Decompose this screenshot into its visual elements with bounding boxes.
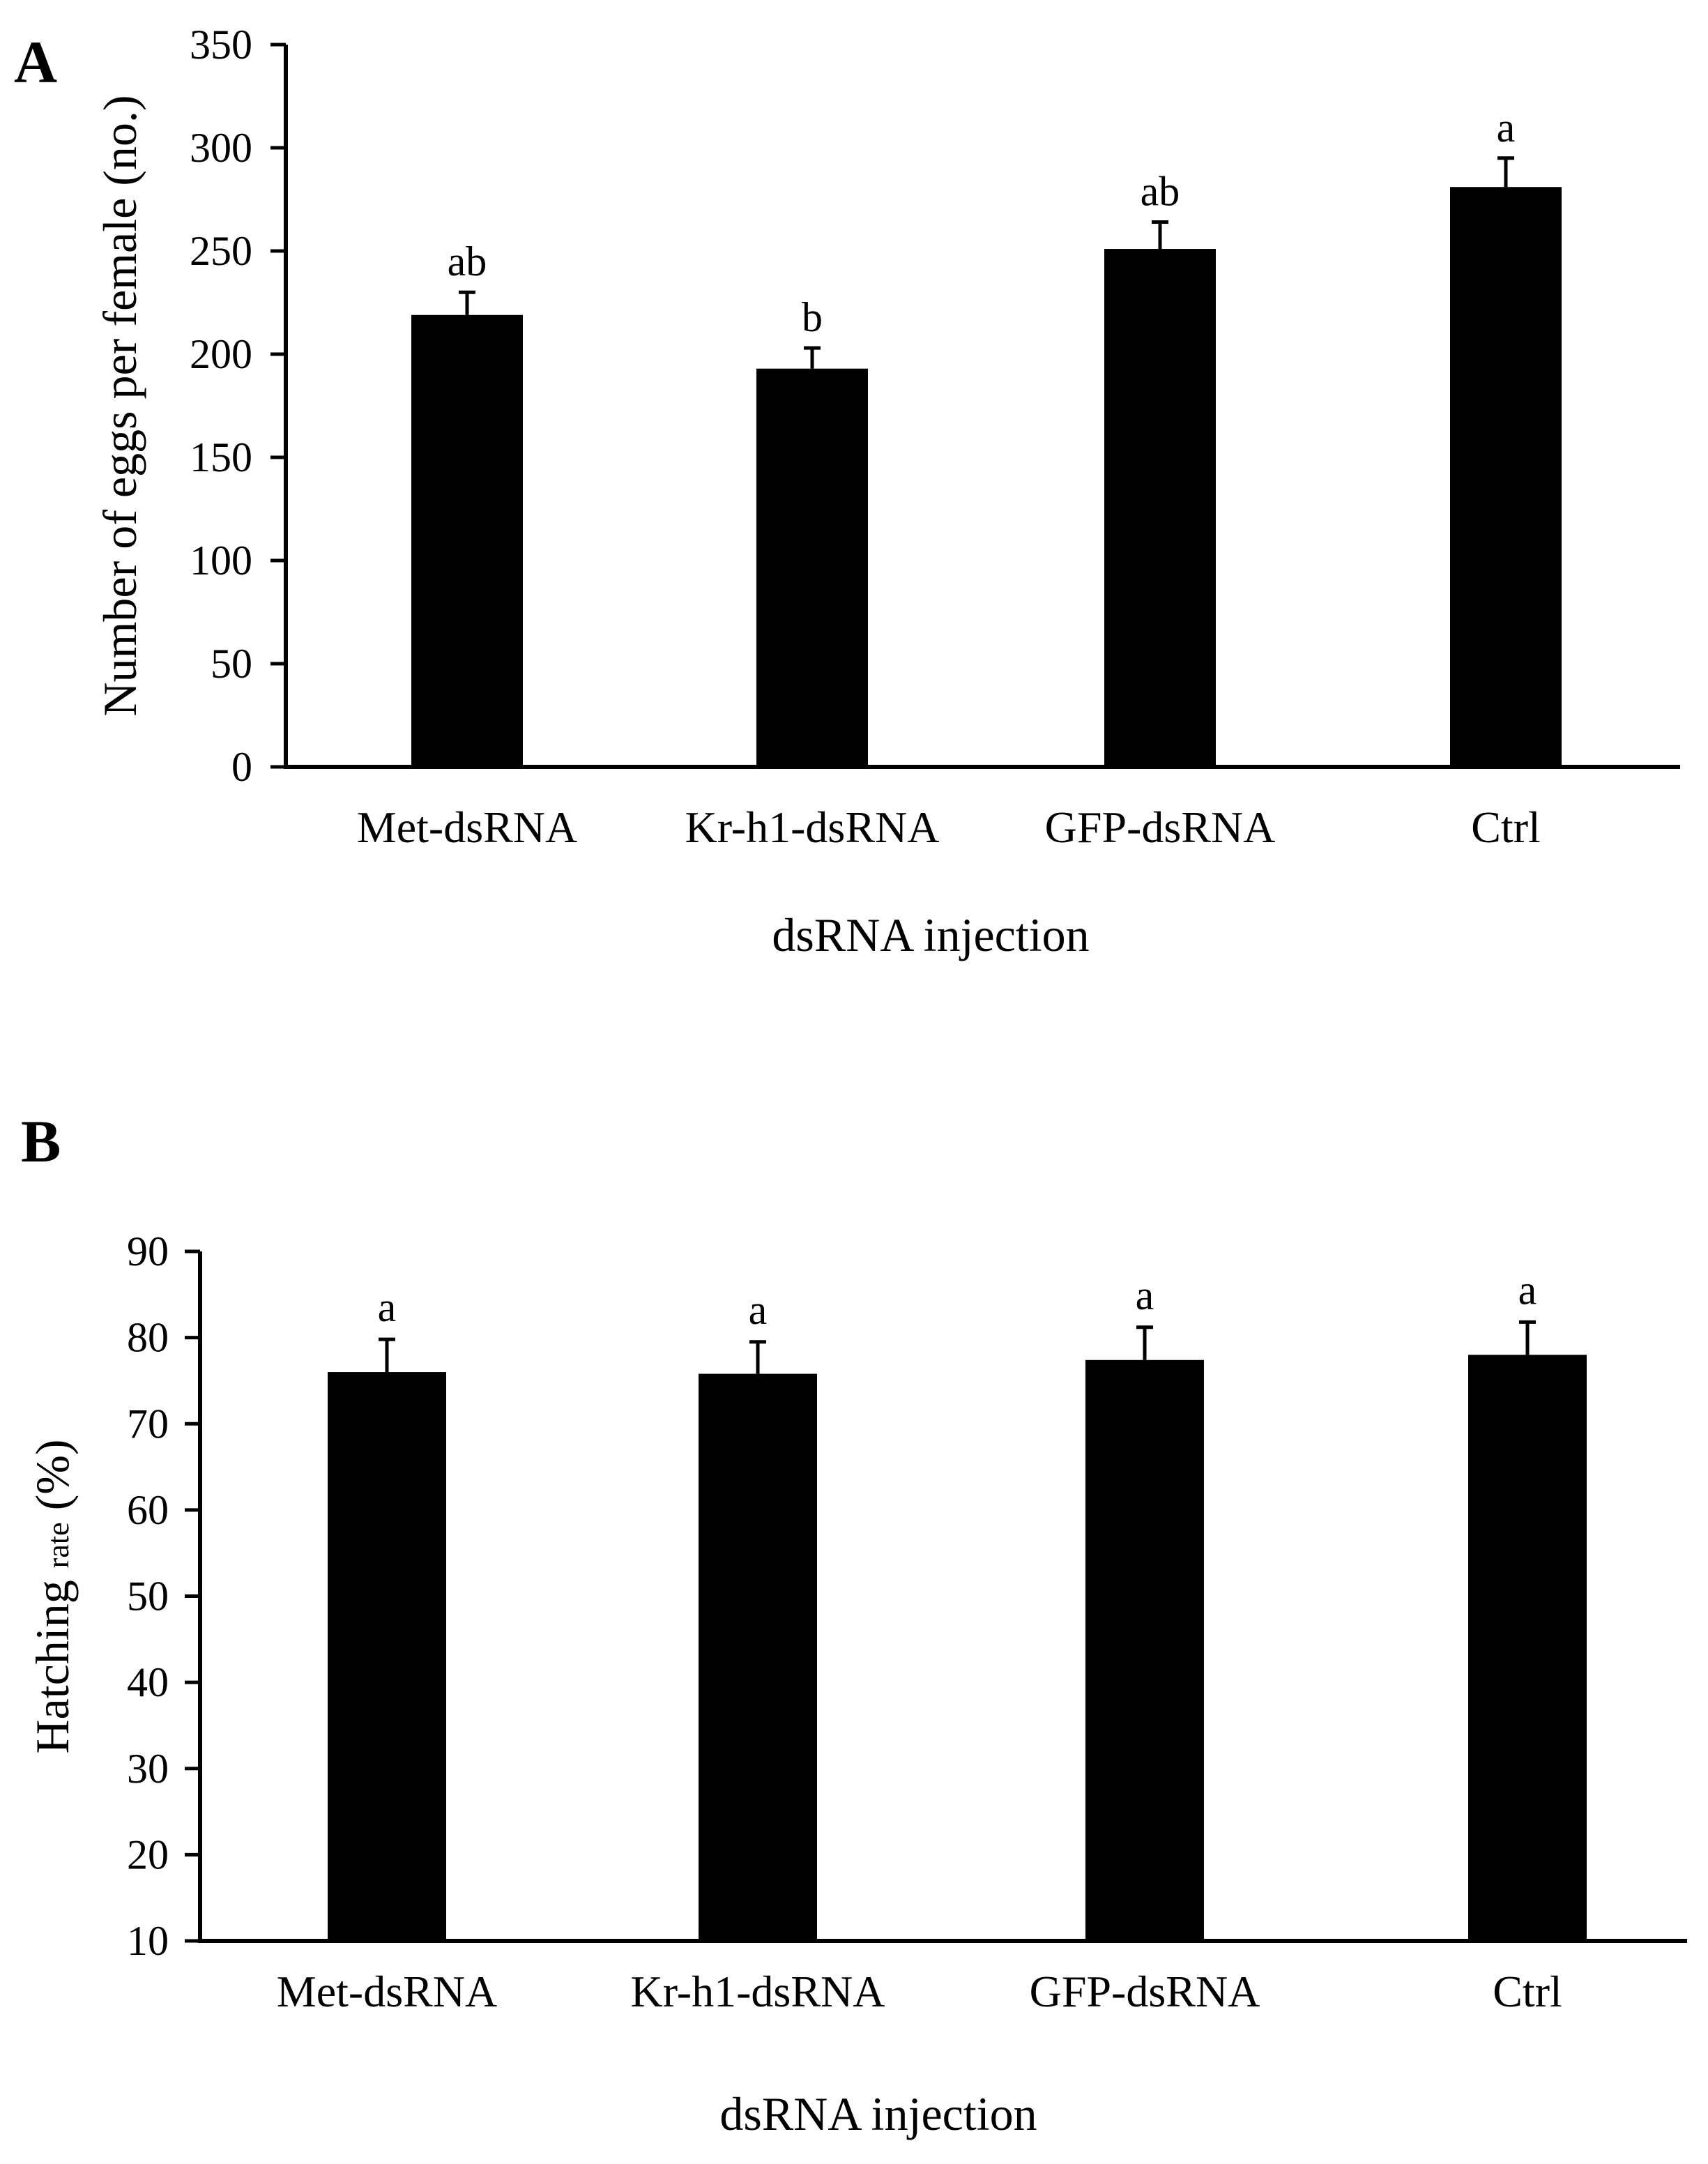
panel-b-bar-2 <box>1085 1359 1204 1941</box>
panel-a-y-tick-label: 50 <box>211 641 252 687</box>
panel-b-significance-label-3: a <box>1518 1267 1537 1313</box>
panel-b-category-label-3: Ctrl <box>1493 1967 1562 2016</box>
panel-b-bars: a Met-dsRNA a Kr-h1-dsRNA a GFP-dsRNA a Ctrl <box>277 1267 1587 2016</box>
panel-b-y-tick-label: 80 <box>127 1315 169 1361</box>
panel-a-bar-3 <box>1450 187 1562 767</box>
panel-b-y-tick-label: 40 <box>127 1659 169 1705</box>
panel-b-y-axis-title-rate: rate <box>41 1522 75 1568</box>
panel-b-y-tick-label: 30 <box>127 1746 169 1792</box>
panel-b-y-tick-label: 10 <box>127 1918 169 1964</box>
panel-a-category-label-3: Ctrl <box>1471 802 1541 852</box>
panel-a-y-tick-label: 300 <box>190 125 252 171</box>
panel-a-category-label-1: Kr-h1-dsRNA <box>685 802 940 852</box>
panel-a-bar-1 <box>756 368 868 767</box>
panel-b-chart: B 10 20 30 40 50 60 70 80 90 a Met-dsRNA a Kr-h1-ds… <box>21 1108 1687 2140</box>
panel-a-significance-label-1: b <box>802 294 823 340</box>
panel-a-bar-0 <box>411 314 523 767</box>
panel-b-category-label-2: GFP-dsRNA <box>1030 1967 1260 2016</box>
panel-a-bars: ab Met-dsRNA b Kr-h1-dsRNA ab GFP-dsRNA a Ctrl <box>357 105 1562 852</box>
panel-a-y-tick-label: 200 <box>190 331 252 377</box>
panel-b-y-tick-label: 90 <box>127 1228 169 1274</box>
panel-b-y-axis-title-unit: (%) <box>26 1439 79 1510</box>
panel-b-bar-0 <box>328 1372 446 1941</box>
panel-b-y-axis: 10 20 30 40 50 60 70 80 90 <box>127 1228 200 1964</box>
panel-b-label: B <box>21 1108 61 1175</box>
panel-b-y-axis-title-main: Hatching <box>26 1580 79 1753</box>
panel-a-y-tick-label: 0 <box>231 744 252 790</box>
panel-b-x-axis-title: dsRNA injection <box>719 2087 1037 2140</box>
panel-b-bar-1 <box>699 1373 817 1941</box>
panel-b-category-label-0: Met-dsRNA <box>277 1967 497 2016</box>
panel-a-category-label-0: Met-dsRNA <box>357 802 577 852</box>
panel-b-y-tick-label: 70 <box>127 1401 169 1447</box>
panel-a-y-axis: 0 50 100 150 200 250 300 350 <box>190 22 286 790</box>
panel-b-y-tick-label: 50 <box>127 1574 169 1620</box>
panel-a-x-axis-title: dsRNA injection <box>772 908 1089 961</box>
panel-b-category-label-1: Kr-h1-dsRNA <box>631 1967 885 2016</box>
panel-b-y-tick-label: 60 <box>127 1487 169 1533</box>
panel-b-y-axis-title: Hatching rate (%) <box>26 1439 79 1753</box>
panel-b-significance-label-0: a <box>378 1284 397 1330</box>
panel-a-y-tick-label: 350 <box>190 22 252 68</box>
panel-a-significance-label-0: ab <box>448 238 487 284</box>
panel-a-y-tick-label: 150 <box>190 434 252 480</box>
panel-a-label: A <box>14 29 57 96</box>
panel-b-significance-label-1: a <box>749 1287 768 1333</box>
panel-a-significance-label-3: a <box>1497 105 1516 151</box>
panel-a-significance-label-2: ab <box>1141 169 1180 215</box>
panel-a-chart: A 0 50 100 150 200 250 300 350 ab Met-dsRNA b Kr-h… <box>14 22 1680 961</box>
panel-a-bar-2 <box>1104 249 1216 767</box>
panel-a-y-tick-label: 100 <box>190 538 252 584</box>
panel-a-y-axis-title: Number of eggs per female (no.) <box>93 95 146 716</box>
panel-b-bar-3 <box>1468 1355 1587 1941</box>
panel-b-significance-label-2: a <box>1136 1272 1154 1318</box>
panel-a-y-tick-label: 250 <box>190 228 252 274</box>
panel-b-y-tick-label: 20 <box>127 1831 169 1877</box>
panel-a-category-label-2: GFP-dsRNA <box>1045 802 1276 852</box>
